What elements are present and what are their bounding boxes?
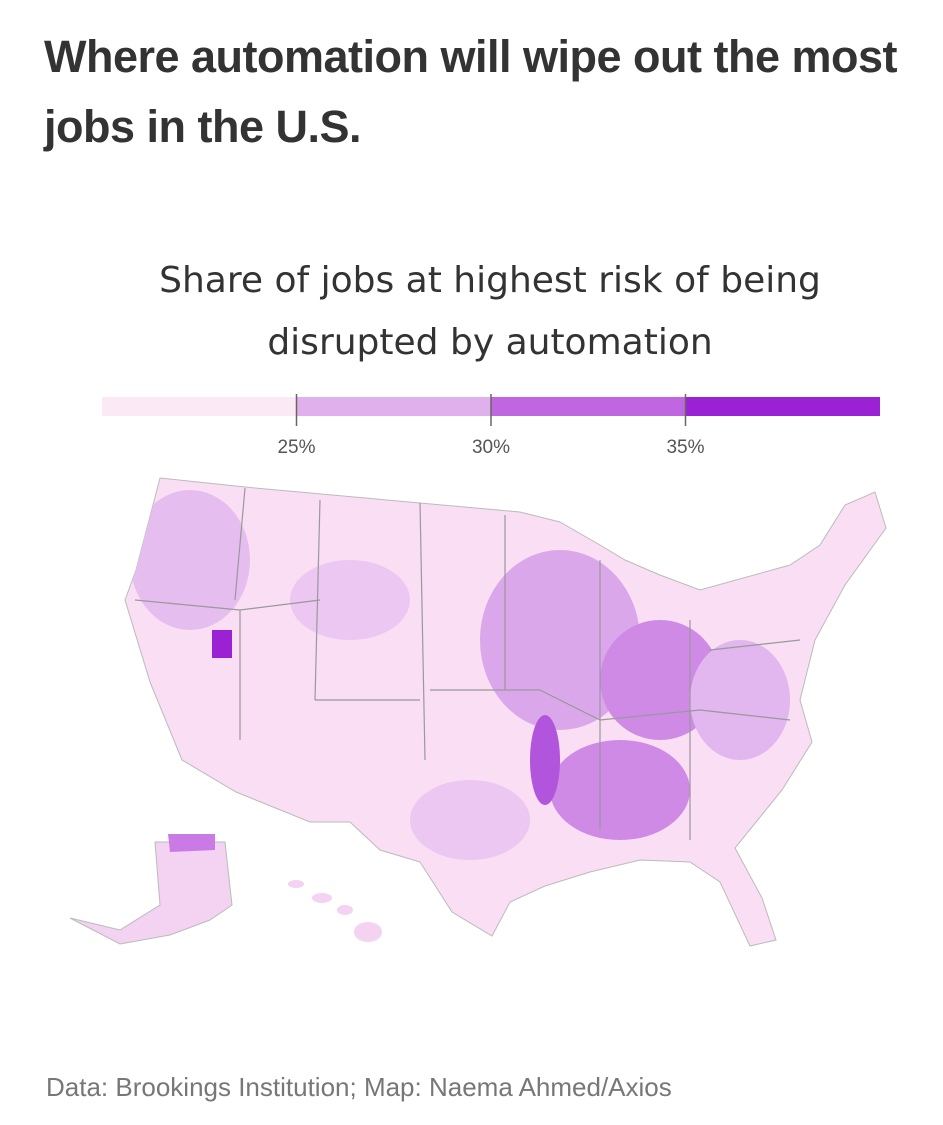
source: Data: Brookings Institution; Map: Naema …	[46, 1072, 672, 1102]
legend-title: Share of jobs at highest risk of being d…	[159, 260, 821, 363]
legend-bin	[102, 397, 297, 416]
legend-bin	[296, 397, 491, 416]
title: Where automation will wipe out the most …	[44, 31, 898, 152]
region-shade	[212, 630, 232, 658]
region-shade	[550, 740, 690, 840]
region-shade	[130, 490, 250, 630]
legend-tick-label: 30%	[472, 437, 510, 458]
alaska	[69, 841, 233, 945]
legend-tick-label: 35%	[666, 437, 704, 458]
region-shade	[410, 780, 530, 860]
legend-bin	[685, 397, 880, 416]
state-borders	[134, 487, 801, 840]
us-map	[69, 477, 887, 947]
region-shade	[290, 560, 410, 640]
legend-bin	[491, 397, 686, 416]
legend-tick-label: 25%	[277, 437, 315, 458]
region-shade	[530, 715, 560, 805]
map-graphic: 25% 30% 35%	[69, 394, 887, 947]
hawaii	[288, 880, 382, 942]
alaska-shade	[168, 834, 215, 852]
region-shade	[690, 640, 790, 760]
